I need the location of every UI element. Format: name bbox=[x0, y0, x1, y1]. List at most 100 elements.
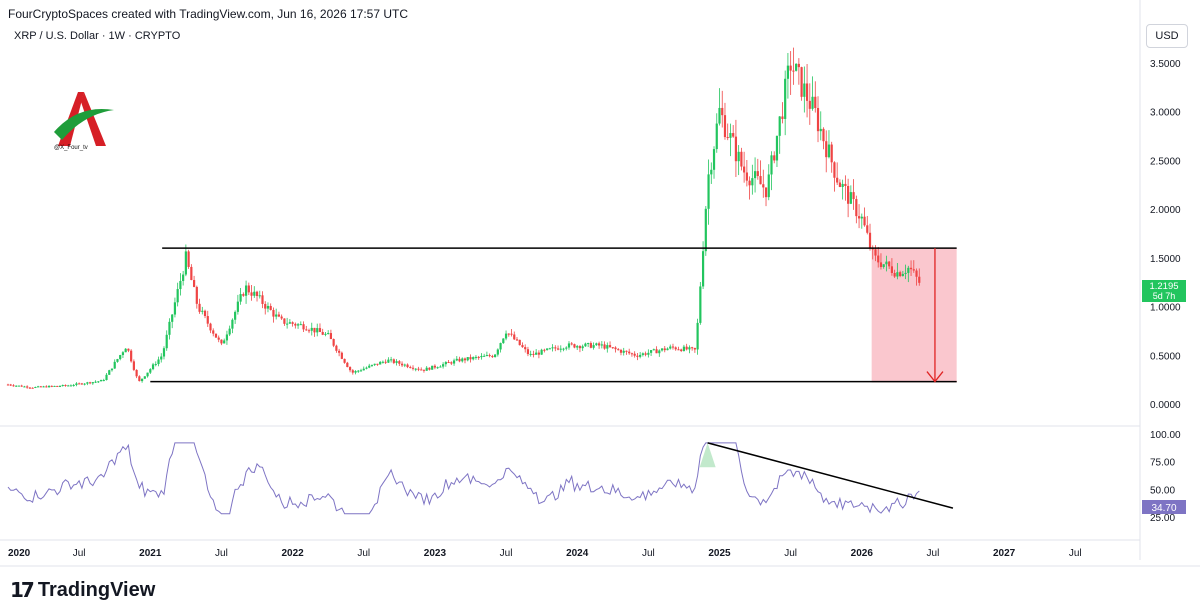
candle-body bbox=[909, 267, 913, 270]
time-axis: 2020 Jul 2021 Jul 2022 Jul 2023 Jul 2024 Jul 2025 J… bbox=[8, 548, 1082, 559]
rsi-descending-trendline[interactable] bbox=[707, 442, 954, 509]
candle-body bbox=[680, 349, 683, 351]
candle-body bbox=[614, 347, 617, 350]
candle-body bbox=[450, 362, 453, 364]
candle-body bbox=[28, 387, 31, 389]
candle-body bbox=[130, 350, 133, 362]
candle-body bbox=[567, 343, 571, 348]
candle-body bbox=[179, 280, 182, 290]
candle-body bbox=[255, 291, 259, 297]
candle-body bbox=[841, 183, 844, 187]
candle-body bbox=[160, 356, 163, 360]
candle-body bbox=[625, 350, 628, 352]
candle-body bbox=[244, 285, 248, 296]
candle-body bbox=[56, 385, 59, 387]
candle-body bbox=[417, 368, 420, 370]
candle-body bbox=[537, 352, 540, 355]
candle-body bbox=[570, 343, 573, 345]
candle-body bbox=[258, 295, 261, 297]
candle-body bbox=[6, 384, 10, 386]
candle-body bbox=[324, 333, 327, 335]
candle-body bbox=[636, 355, 639, 357]
price-axis: 3.5000 3.0000 2.5000 2.0000 1.5000 1.0000 0.50… bbox=[1150, 59, 1181, 411]
candle-body bbox=[879, 262, 883, 268]
time-tick-label: Jul bbox=[357, 548, 370, 559]
candle-body bbox=[291, 322, 294, 324]
logo-handle: @X_Four_tv bbox=[54, 145, 88, 151]
candle-body bbox=[630, 353, 634, 355]
time-tick-label: Jul bbox=[215, 548, 228, 559]
candle-body bbox=[584, 343, 587, 347]
candle-body bbox=[436, 367, 439, 369]
candle-body bbox=[234, 311, 237, 320]
candle-body bbox=[874, 249, 877, 256]
price-tick-label: 1.5000 bbox=[1150, 254, 1181, 265]
candle-body bbox=[368, 365, 371, 368]
candle-body bbox=[458, 358, 461, 362]
candle-body bbox=[91, 382, 94, 384]
candle-body bbox=[395, 361, 398, 363]
candle-body bbox=[9, 384, 12, 386]
candle-body bbox=[825, 141, 828, 158]
candle-body bbox=[75, 383, 78, 386]
candle-body bbox=[121, 352, 125, 356]
candle-body bbox=[154, 364, 157, 366]
candle-body bbox=[907, 267, 910, 273]
candle-body bbox=[351, 370, 354, 373]
candle-body bbox=[701, 251, 705, 287]
candle-body bbox=[775, 135, 779, 161]
candle-body bbox=[225, 334, 229, 341]
candle-body bbox=[379, 361, 382, 365]
candle-body bbox=[827, 144, 831, 158]
candle-body bbox=[12, 385, 15, 387]
candle-body bbox=[597, 343, 601, 346]
candle-body bbox=[452, 360, 456, 364]
price-tick-label: 3.0000 bbox=[1150, 108, 1181, 119]
candle-body bbox=[764, 187, 768, 198]
candle-body bbox=[619, 349, 623, 353]
candle-body bbox=[847, 185, 850, 204]
candle-body bbox=[770, 155, 773, 175]
time-tick-label: Jul bbox=[1069, 548, 1082, 559]
bar-countdown: 5d 7h bbox=[1153, 291, 1176, 301]
candle-body bbox=[283, 318, 286, 324]
candle-body bbox=[275, 314, 278, 317]
candle-body bbox=[151, 364, 155, 370]
candle-body bbox=[384, 361, 387, 363]
candle-body bbox=[857, 216, 861, 219]
tradingview-footer[interactable]: 17 TradingView bbox=[10, 578, 155, 602]
candle-body bbox=[890, 266, 894, 273]
candle-body bbox=[797, 63, 800, 68]
candle-body bbox=[53, 385, 56, 387]
symbol-title[interactable]: XRP / U.S. Dollar · 1W · CRYPTO bbox=[14, 30, 181, 42]
candle-body bbox=[868, 232, 872, 248]
candle-body bbox=[838, 182, 842, 187]
candle-body bbox=[187, 251, 190, 267]
candle-body bbox=[72, 385, 75, 387]
candle-body bbox=[143, 376, 146, 379]
candle-body bbox=[715, 123, 718, 150]
candle-body bbox=[272, 309, 275, 317]
candle-body bbox=[745, 172, 748, 181]
candle-body bbox=[195, 286, 198, 304]
candle-body bbox=[836, 177, 839, 183]
candle-body bbox=[406, 364, 409, 368]
candle-body bbox=[729, 133, 732, 138]
tradingview-brand: TradingView bbox=[37, 578, 156, 601]
candle-body bbox=[47, 385, 51, 388]
candle-body bbox=[786, 65, 790, 79]
candle-body bbox=[899, 272, 902, 277]
candle-body bbox=[299, 324, 302, 326]
candle-body bbox=[655, 349, 658, 354]
candle-body bbox=[795, 63, 798, 71]
candle-body bbox=[277, 314, 281, 317]
candle-body bbox=[140, 378, 144, 382]
candle-body bbox=[99, 380, 103, 382]
price-tick-label: 2.5000 bbox=[1150, 156, 1181, 167]
candle-body bbox=[203, 310, 207, 317]
candle-body bbox=[190, 266, 193, 281]
currency-button[interactable]: USD bbox=[1146, 24, 1188, 48]
candle-body bbox=[852, 192, 855, 200]
rsi-overbought-fill bbox=[699, 442, 716, 468]
